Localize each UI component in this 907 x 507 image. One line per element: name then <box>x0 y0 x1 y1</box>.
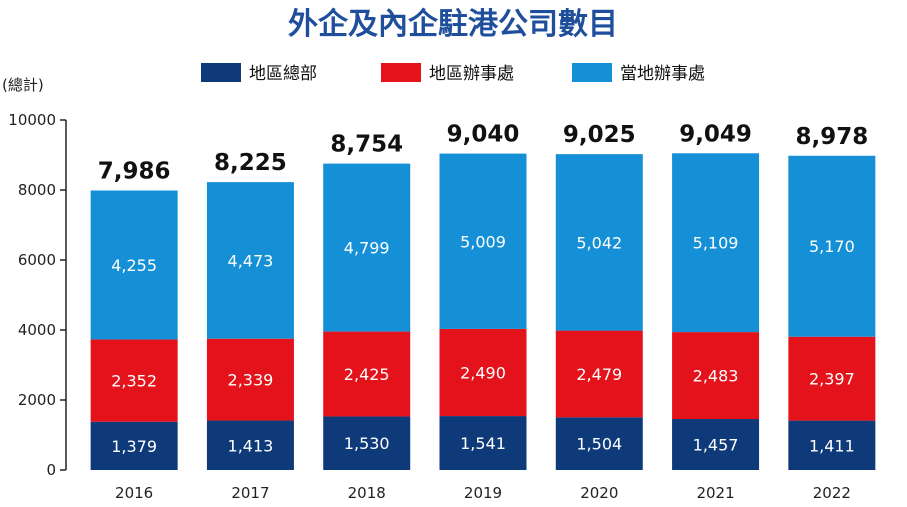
y-tick-label: 4000 <box>18 321 56 339</box>
data-label: 5,109 <box>693 234 739 253</box>
data-label: 5,170 <box>809 237 855 256</box>
y-tick-label: 6000 <box>18 251 56 269</box>
legend-label: 當地辦事處 <box>620 64 705 84</box>
x-tick-label: 2018 <box>348 484 386 502</box>
x-tick-label: 2019 <box>464 484 502 502</box>
bar-segment <box>90 421 178 470</box>
data-label: 5,009 <box>460 232 506 251</box>
bar-segment <box>672 153 760 333</box>
bar-segment <box>555 417 643 470</box>
legend-swatch <box>572 63 612 82</box>
chart-title: 外企及內企駐港公司數目 <box>288 7 618 42</box>
y-tick-label: 10000 <box>8 111 56 129</box>
bar-segment <box>672 419 760 470</box>
y-tick-label: 2000 <box>18 391 56 409</box>
data-label: 2,490 <box>460 363 506 382</box>
data-label: 1,541 <box>460 434 506 453</box>
x-tick-label: 2016 <box>115 484 153 502</box>
total-label: 8,754 <box>330 132 403 158</box>
bar-segment <box>555 330 643 418</box>
x-tick-label: 2021 <box>696 484 734 502</box>
legend-label: 地區辦事處 <box>429 64 514 84</box>
total-label: 8,978 <box>795 124 868 150</box>
bar-segment <box>672 332 760 420</box>
total-label: 9,025 <box>563 122 636 148</box>
total-label: 7,986 <box>98 158 171 184</box>
x-tick-label: 2017 <box>231 484 269 502</box>
data-label: 1,504 <box>576 435 622 454</box>
y-axis-label: (總計) <box>2 76 44 94</box>
bar-segment <box>90 339 178 422</box>
bar-segment <box>323 163 411 332</box>
data-label: 2,425 <box>344 365 390 384</box>
data-label: 2,483 <box>693 367 739 386</box>
bar-segment <box>90 190 178 340</box>
data-label: 1,379 <box>111 437 157 456</box>
x-tick-label: 2022 <box>813 484 851 502</box>
y-tick-label: 0 <box>46 461 56 479</box>
total-label: 9,049 <box>679 121 752 147</box>
data-label: 4,799 <box>344 239 390 258</box>
data-label: 5,042 <box>576 233 622 252</box>
bar-segment <box>323 331 411 417</box>
data-label: 4,473 <box>228 251 274 270</box>
bars: 1,379 2,352 4,255 7,986 2016 1,413 2,339 4,473 8… <box>90 121 876 502</box>
bar-segment <box>788 336 876 421</box>
y-tick-label: 8000 <box>18 181 56 199</box>
legend-swatch <box>381 63 421 82</box>
bar-segment <box>439 328 527 417</box>
x-tick-label: 2020 <box>580 484 618 502</box>
data-label: 2,479 <box>576 365 622 384</box>
data-label: 1,411 <box>809 436 855 455</box>
bar-segment <box>206 338 294 421</box>
data-label: 1,530 <box>344 434 390 453</box>
data-label: 4,255 <box>111 256 157 275</box>
bar-segment <box>439 416 527 470</box>
data-label: 1,457 <box>693 436 739 455</box>
legend-swatch <box>201 63 241 82</box>
bar-segment <box>206 420 294 470</box>
data-label: 2,397 <box>809 370 855 389</box>
data-label: 1,413 <box>228 436 274 455</box>
bar-segment <box>788 420 876 470</box>
data-label: 2,352 <box>111 372 157 391</box>
data-label: 2,339 <box>228 371 274 390</box>
total-label: 9,040 <box>447 122 520 148</box>
y-axis: 0 2000 4000 6000 8000 10000 <box>8 111 67 479</box>
legend-label: 地區總部 <box>249 64 317 84</box>
bar-segment <box>206 182 294 339</box>
legend: 地區總部 地區辦事處 當地辦事處 <box>201 63 705 84</box>
bar-segment <box>788 155 876 337</box>
bar-segment <box>555 154 643 331</box>
bar-segment <box>439 153 527 329</box>
bar-segment <box>323 416 411 470</box>
total-label: 8,225 <box>214 150 287 176</box>
